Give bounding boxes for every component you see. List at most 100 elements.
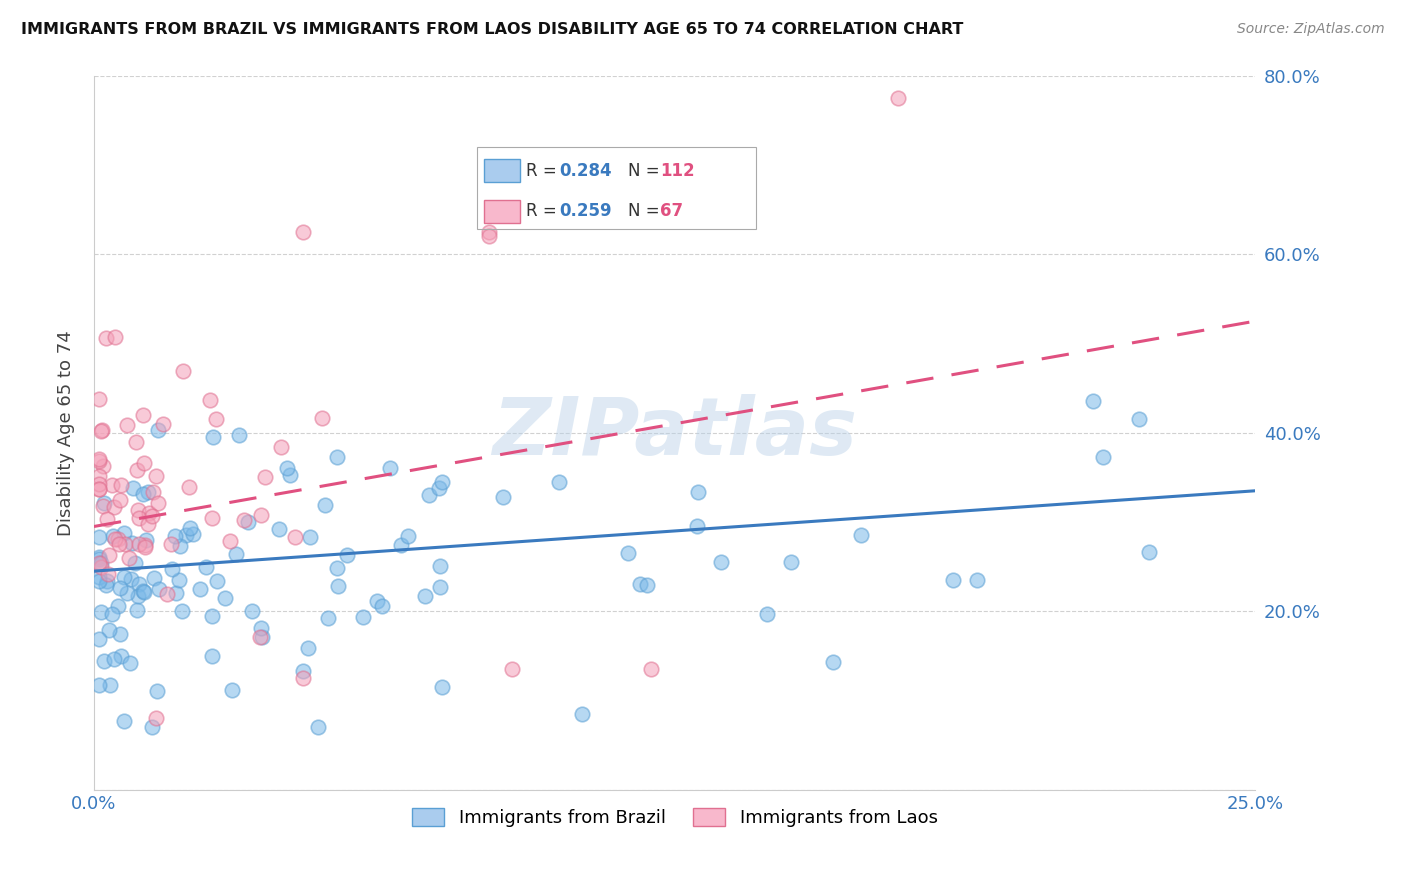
Point xyxy=(849,528,872,542)
Point xyxy=(110,478,132,492)
Point xyxy=(104,533,127,547)
Point xyxy=(326,579,349,593)
Point xyxy=(87,469,110,483)
Point xyxy=(779,555,801,569)
Point xyxy=(93,496,115,510)
Point xyxy=(194,559,217,574)
Point xyxy=(127,463,149,477)
Point xyxy=(107,533,129,547)
Point xyxy=(96,574,118,588)
Point xyxy=(236,516,259,530)
Point xyxy=(501,662,523,676)
Point xyxy=(145,711,167,725)
Point xyxy=(205,574,228,588)
Point xyxy=(1081,394,1104,409)
Point xyxy=(87,453,110,467)
Point xyxy=(128,537,150,551)
Point xyxy=(188,582,211,596)
Point xyxy=(710,555,733,569)
Point xyxy=(134,538,156,552)
Point xyxy=(942,573,965,587)
Point xyxy=(366,593,388,607)
Point xyxy=(250,621,273,635)
Point xyxy=(314,498,336,512)
Point xyxy=(108,581,131,595)
Point xyxy=(292,671,315,685)
Point xyxy=(132,409,155,423)
Point xyxy=(135,533,157,547)
Text: ZIPatlas: ZIPatlas xyxy=(492,393,858,472)
Point xyxy=(125,434,148,449)
Point xyxy=(101,478,124,492)
Point xyxy=(112,714,135,728)
Point xyxy=(132,583,155,598)
Point xyxy=(114,525,136,540)
Point xyxy=(371,599,394,614)
Point xyxy=(165,529,187,543)
Point xyxy=(160,562,183,576)
Point xyxy=(336,549,359,563)
Point xyxy=(117,586,139,600)
Point xyxy=(90,423,112,437)
Point xyxy=(94,331,117,345)
Point xyxy=(101,529,124,543)
Point xyxy=(100,678,122,692)
Point xyxy=(886,91,908,105)
Point xyxy=(103,652,125,666)
Point xyxy=(87,477,110,491)
Point xyxy=(91,459,114,474)
Point xyxy=(201,511,224,525)
Point xyxy=(617,546,640,560)
Point xyxy=(124,556,146,570)
Point xyxy=(276,461,298,475)
Point xyxy=(142,571,165,585)
Point xyxy=(156,587,179,601)
Point xyxy=(87,392,110,406)
Point xyxy=(205,412,228,426)
Point xyxy=(179,521,201,535)
Point xyxy=(87,483,110,497)
Point xyxy=(432,475,454,489)
Point xyxy=(172,364,194,378)
Point xyxy=(218,534,240,549)
Point xyxy=(103,500,125,514)
Point xyxy=(201,609,224,624)
Point xyxy=(114,536,136,550)
Point xyxy=(198,392,221,407)
Point xyxy=(146,683,169,698)
Point xyxy=(202,429,225,443)
Point xyxy=(311,411,333,425)
Point xyxy=(87,677,110,691)
Point xyxy=(87,632,110,647)
Legend: Immigrants from Brazil, Immigrants from Laos: Immigrants from Brazil, Immigrants from … xyxy=(405,801,945,835)
Point xyxy=(429,559,451,574)
Point xyxy=(169,539,191,553)
Point xyxy=(127,603,149,617)
Point xyxy=(429,580,451,594)
Point xyxy=(378,460,401,475)
Point xyxy=(183,527,205,541)
Point xyxy=(107,599,129,614)
Point xyxy=(413,589,436,603)
Point xyxy=(547,475,569,489)
Point xyxy=(478,229,501,244)
Point xyxy=(104,330,127,344)
Point xyxy=(201,648,224,663)
Point xyxy=(128,511,150,525)
Point xyxy=(90,560,112,574)
Point xyxy=(132,487,155,501)
Point xyxy=(179,480,201,494)
Point xyxy=(90,605,112,619)
Point xyxy=(389,538,412,552)
Point xyxy=(87,551,110,566)
Point xyxy=(141,720,163,734)
Point xyxy=(87,549,110,564)
Point xyxy=(87,530,110,544)
Point xyxy=(87,556,110,570)
Point xyxy=(432,680,454,694)
Point xyxy=(267,522,290,536)
Point xyxy=(821,656,844,670)
Point xyxy=(121,536,143,550)
Point xyxy=(96,512,118,526)
Point xyxy=(214,591,236,605)
